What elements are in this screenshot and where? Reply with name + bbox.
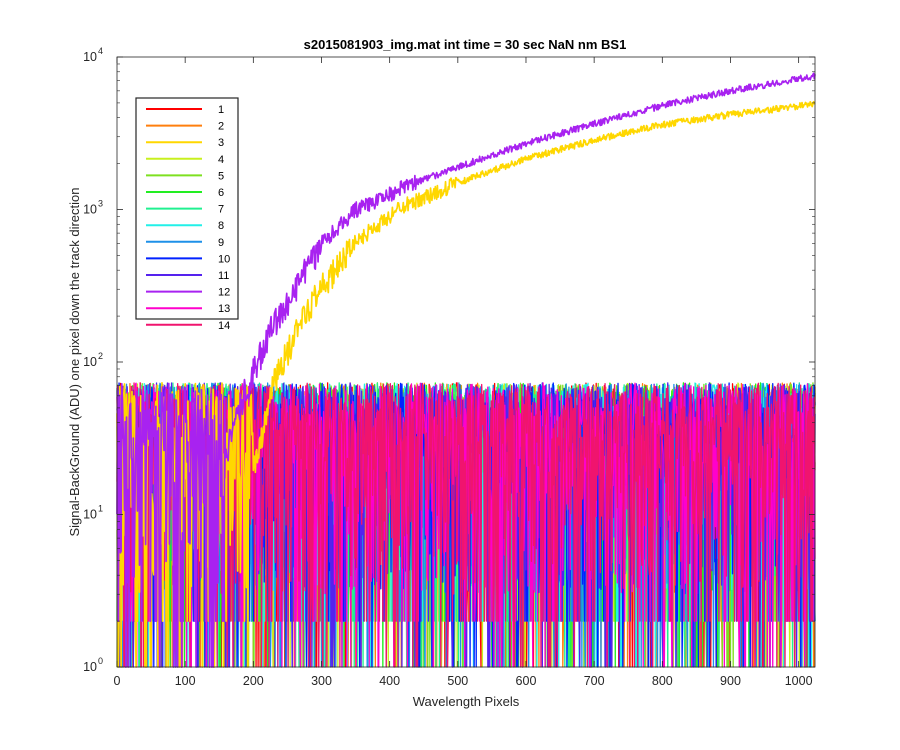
x-tick-label: 400 xyxy=(379,674,400,688)
x-tick-label: 100 xyxy=(175,674,196,688)
x-tick-label: 0 xyxy=(114,674,121,688)
y-tick-label: 10 xyxy=(83,355,97,369)
y-tick-label: 10 xyxy=(83,50,97,64)
legend-label-3: 3 xyxy=(218,137,224,149)
legend-label-2: 2 xyxy=(218,121,224,133)
x-axis-label: Wavelength Pixels xyxy=(413,694,520,709)
x-tick-label: 1000 xyxy=(785,674,813,688)
series-line-3 xyxy=(116,100,816,668)
y-tick-label: 10 xyxy=(83,508,97,522)
legend-label-13: 13 xyxy=(218,303,230,315)
x-tick-label: 800 xyxy=(652,674,673,688)
y-axis-label: Signal-BackGround (ADU) one pixel down t… xyxy=(67,187,82,536)
legend-label-1: 1 xyxy=(218,104,224,116)
x-tick-label: 200 xyxy=(243,674,264,688)
legend-label-6: 6 xyxy=(218,187,224,199)
y-tick-label: 10 xyxy=(83,203,97,217)
y-tick-label: 10 xyxy=(83,660,97,674)
legend-label-12: 12 xyxy=(218,287,230,299)
y-tick-exponent: 0 xyxy=(98,656,103,666)
y-tick-exponent: 4 xyxy=(98,46,103,56)
series-layer xyxy=(116,72,816,668)
chart-title: s2015081903_img.mat int time = 30 sec Na… xyxy=(304,37,627,52)
x-tick-label: 900 xyxy=(720,674,741,688)
y-tick-exponent: 2 xyxy=(98,351,103,361)
legend-label-8: 8 xyxy=(218,220,224,232)
legend-label-5: 5 xyxy=(218,170,224,182)
legend-label-4: 4 xyxy=(218,154,224,166)
y-tick-exponent: 1 xyxy=(98,504,103,514)
legend-label-7: 7 xyxy=(218,204,224,216)
legend-label-9: 9 xyxy=(218,237,224,249)
x-tick-label: 300 xyxy=(311,674,332,688)
legend-label-14: 14 xyxy=(218,320,230,332)
series-line-12 xyxy=(116,72,816,668)
legend-label-10: 10 xyxy=(218,253,230,265)
x-tick-label: 700 xyxy=(584,674,605,688)
y-tick-exponent: 3 xyxy=(98,199,103,209)
legend-label-11: 11 xyxy=(218,270,229,282)
x-tick-label: 600 xyxy=(516,674,537,688)
x-tick-label: 500 xyxy=(447,674,468,688)
